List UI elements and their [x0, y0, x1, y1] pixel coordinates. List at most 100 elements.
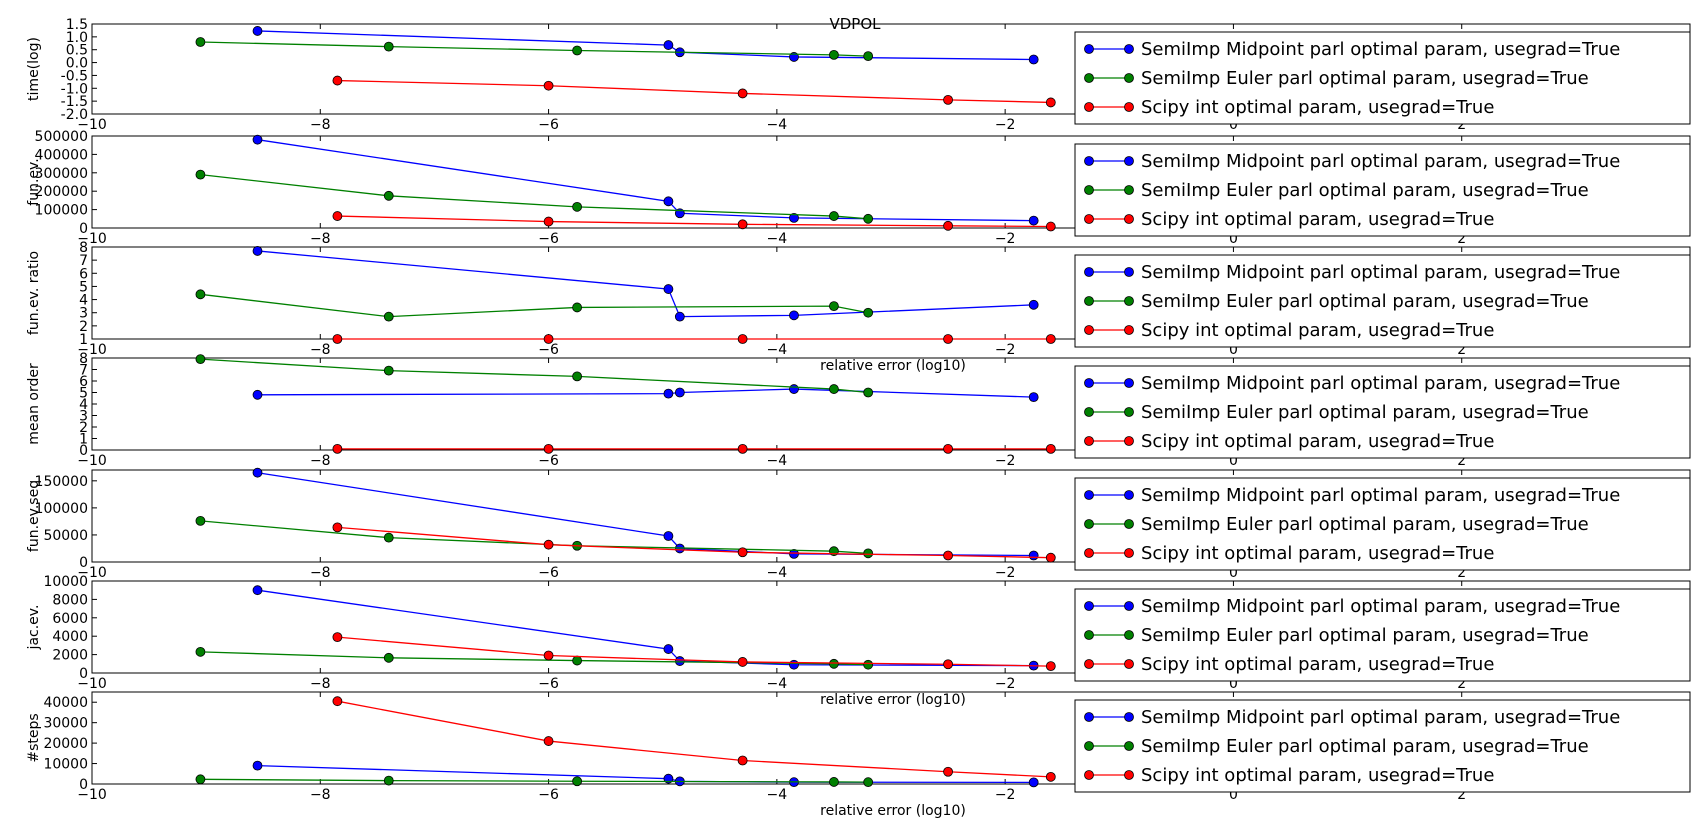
- data-point: [195, 774, 206, 785]
- x-tick-label: −10: [77, 117, 107, 133]
- data-point: [829, 211, 839, 221]
- series-2: [195, 515, 874, 559]
- legend-marker: [1124, 325, 1134, 335]
- x-tick-label: −10: [77, 787, 107, 803]
- x-tick-label: −10: [77, 565, 107, 581]
- series-2: [195, 646, 874, 670]
- y-tick-label: 4: [79, 293, 88, 309]
- legend-marker: [1084, 659, 1094, 669]
- data-point: [863, 387, 874, 398]
- subplots: 1.51.00.50.0-0.5-1.0-1.5-2.0−10 −8 −6 −4 −2 0…: [26, 17, 1691, 819]
- data-point: [829, 658, 839, 669]
- data-point: [332, 211, 343, 221]
- y-tick-label: 0: [79, 443, 88, 459]
- series-3: [332, 75, 1056, 108]
- data-point: [572, 655, 583, 666]
- y-tick-label: 8000: [52, 592, 88, 608]
- series-line: [200, 778, 869, 783]
- x-tick-label: 2: [1457, 231, 1466, 247]
- legend-label: SemiImp Euler parl optimal param, usegra…: [1141, 291, 1589, 312]
- legend-label: SemiImp Midpoint parl optimal param, use…: [1141, 151, 1620, 172]
- data-point: [943, 443, 953, 454]
- x-tick-label: −2: [995, 117, 1016, 133]
- legend-marker: [1084, 712, 1094, 722]
- legend-marker: [1124, 378, 1134, 388]
- data-point: [789, 310, 799, 321]
- y-axis-label: fun.ev.: [26, 158, 42, 205]
- data-point: [1045, 221, 1056, 232]
- y-tick-label: 7: [79, 253, 88, 269]
- x-tick-label: 0: [1229, 231, 1238, 247]
- x-tick-label: −8: [310, 565, 331, 581]
- legend-marker: [1124, 741, 1134, 751]
- y-axis-label: mean order: [26, 363, 42, 445]
- data-point: [195, 169, 206, 180]
- data-point: [737, 657, 748, 667]
- data-point: [1045, 443, 1056, 454]
- x-tick-label: 2: [1457, 676, 1466, 692]
- data-point: [252, 585, 263, 596]
- x-tick-label: −6: [538, 676, 559, 692]
- data-point: [383, 41, 394, 52]
- data-point: [543, 539, 554, 550]
- legend-marker: [1124, 44, 1134, 54]
- data-point: [663, 284, 674, 294]
- legend-marker: [1084, 601, 1094, 611]
- x-tick-label: 0: [1229, 342, 1238, 358]
- data-point: [572, 371, 583, 382]
- data-point: [383, 775, 394, 786]
- data-point: [572, 776, 583, 787]
- x-tick-label: 2: [1457, 342, 1466, 358]
- x-tick-label: −6: [538, 787, 559, 803]
- x-tick-label: −4: [767, 565, 788, 581]
- x-tick-label: −10: [77, 453, 107, 469]
- data-point: [829, 49, 839, 60]
- data-point: [737, 547, 748, 558]
- data-point: [332, 522, 343, 533]
- y-tick-label: 1: [79, 332, 88, 348]
- series-3: [332, 522, 1056, 563]
- y-tick-label: 0.5: [66, 43, 88, 59]
- legend-box: [1074, 588, 1691, 682]
- x-tick-label: −2: [995, 342, 1016, 358]
- legend: SemiImp Midpoint parl optimal param, use…: [1074, 699, 1691, 793]
- legend-marker: [1124, 296, 1134, 306]
- legend-marker: [1124, 214, 1134, 224]
- data-point: [1045, 771, 1056, 782]
- y-axis-label: fun.ev. ratio: [26, 251, 42, 335]
- y-tick-label: 300000: [35, 166, 88, 182]
- y-axis-label: time(log): [26, 37, 42, 101]
- y-tick-label: 0.0: [66, 56, 88, 72]
- legend-marker: [1124, 156, 1134, 166]
- legend-marker: [1084, 490, 1094, 500]
- y-tick-label: 500000: [35, 129, 88, 145]
- y-tick-label: -1.0: [61, 81, 88, 97]
- series-2: [195, 289, 874, 322]
- y-tick-label: 30000: [43, 716, 88, 732]
- data-point: [543, 736, 554, 746]
- data-point: [195, 515, 206, 526]
- data-point: [252, 134, 263, 145]
- y-tick-label: 200000: [35, 184, 88, 200]
- series-line: [200, 293, 869, 318]
- legend-marker: [1124, 490, 1134, 500]
- y-tick-label: 6: [79, 374, 88, 390]
- x-tick-label: 2: [1457, 565, 1466, 581]
- legend-marker: [1124, 407, 1134, 417]
- legend-marker: [1084, 325, 1094, 335]
- x-tick-label: −8: [310, 787, 331, 803]
- x-tick-label: −4: [767, 787, 788, 803]
- legend-box: [1074, 365, 1691, 459]
- y-tick-label: -0.5: [61, 68, 88, 84]
- y-tick-label: 100000: [35, 501, 88, 517]
- legend-marker: [1084, 519, 1094, 529]
- legend-label: Scipy int optimal param, usegrad=True: [1141, 209, 1494, 230]
- data-point: [737, 88, 748, 99]
- y-tick-label: 40000: [43, 695, 88, 711]
- data-point: [195, 646, 206, 657]
- data-point: [863, 777, 874, 788]
- x-tick-label: 0: [1229, 676, 1238, 692]
- y-tick-label: 0: [79, 221, 88, 237]
- legend-box: [1074, 254, 1691, 348]
